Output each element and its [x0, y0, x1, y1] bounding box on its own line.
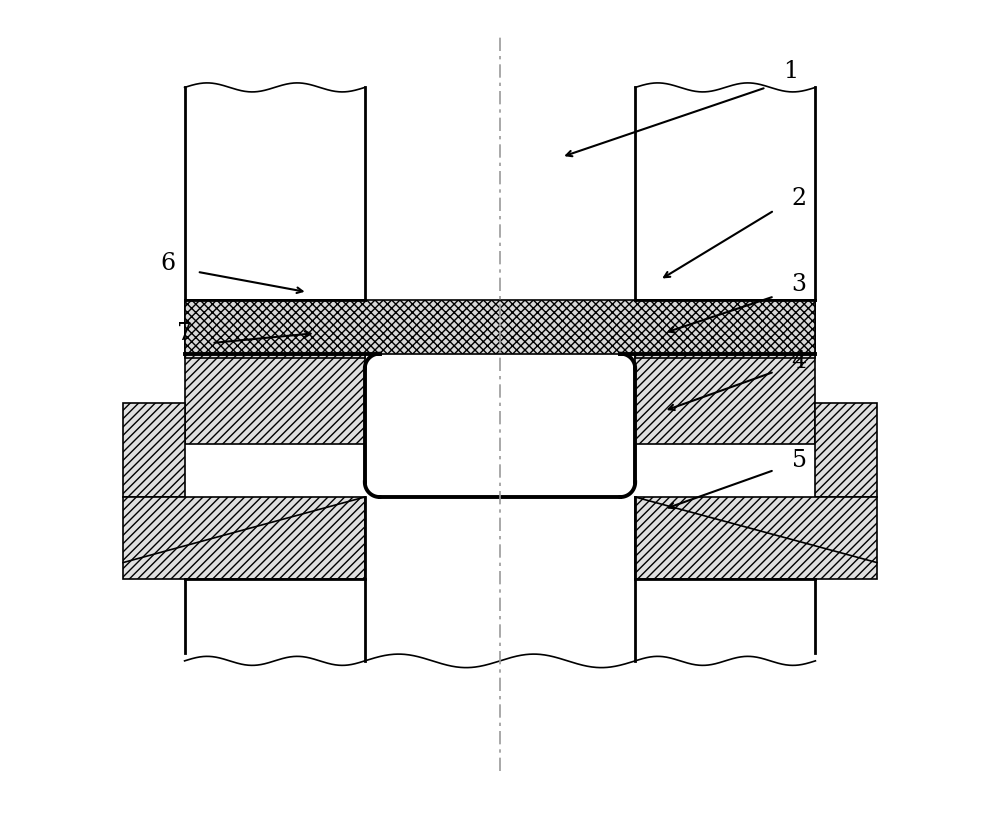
Text: 1: 1 [783, 59, 798, 82]
Bar [635, 579, 815, 661]
Bar [123, 403, 185, 497]
Bar [185, 87, 365, 300]
Bar [185, 300, 815, 353]
Bar [123, 497, 365, 579]
Bar [815, 403, 877, 497]
Bar [185, 579, 365, 661]
Text: 3: 3 [792, 273, 807, 296]
Text: 7: 7 [177, 321, 192, 344]
Bar [635, 300, 815, 444]
Bar [635, 87, 815, 300]
Bar [635, 497, 877, 579]
Text: 4: 4 [791, 350, 807, 373]
Bar [635, 300, 815, 358]
Bar [365, 497, 635, 661]
Text: 5: 5 [792, 449, 807, 472]
Bar [185, 300, 365, 358]
Text: 2: 2 [791, 187, 807, 210]
Text: 6: 6 [161, 252, 176, 275]
Bar [185, 300, 365, 444]
